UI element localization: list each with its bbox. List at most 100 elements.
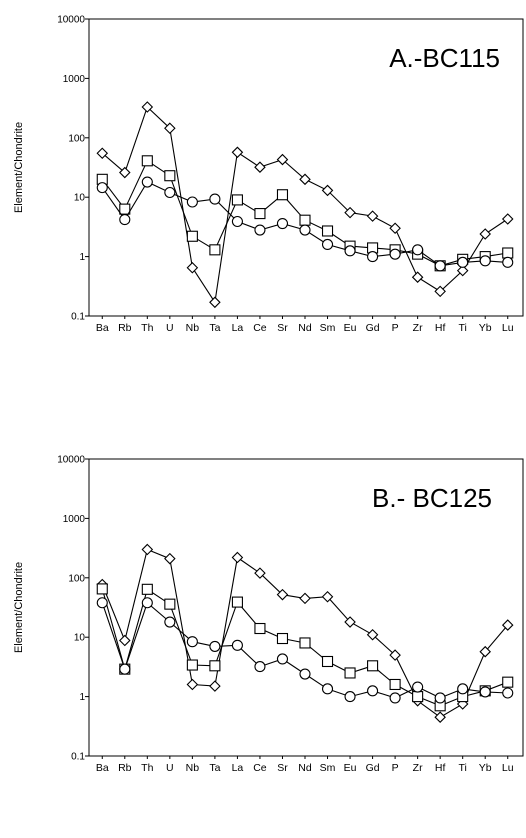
- series-diamond: [96, 101, 514, 309]
- x-tick-label: La: [232, 762, 244, 774]
- x-tick-label: Th: [141, 762, 153, 774]
- data-point: [254, 161, 266, 173]
- data-point: [344, 667, 356, 679]
- data-point: [96, 597, 108, 609]
- x-tick-label: Lu: [502, 322, 514, 334]
- data-point: [209, 680, 221, 692]
- data-point: [209, 660, 221, 672]
- data-point: [412, 244, 424, 256]
- data-point: [344, 245, 356, 257]
- chart-panel-1: 0.1 1 10 100 1000 10000 Element/Chondrite Ba Rb T…: [13, 15, 524, 334]
- data-point: [457, 256, 469, 268]
- y-axis-title: Element/Chondrite: [13, 122, 25, 213]
- x-tick-label: Zr: [413, 762, 423, 774]
- data-point: [231, 146, 244, 159]
- data-point: [479, 255, 491, 267]
- x-tick-label: Rb: [118, 762, 132, 774]
- data-point: [479, 228, 491, 240]
- data-point: [299, 668, 311, 680]
- data-point: [501, 213, 514, 225]
- x-tick-label: Ce: [253, 322, 267, 334]
- data-point: [434, 285, 446, 298]
- x-tick-label: Nb: [186, 322, 200, 334]
- y-tick-label: 10000: [57, 15, 85, 26]
- series-square: [96, 155, 514, 272]
- data-point: [231, 639, 243, 651]
- y-tick-label: 0.1: [71, 752, 85, 763]
- data-point: [389, 222, 401, 235]
- data-point: [141, 101, 154, 113]
- data-point: [412, 681, 424, 693]
- data-point: [344, 691, 356, 703]
- data-point: [501, 619, 514, 631]
- x-tick-label: Hf: [435, 322, 446, 334]
- x-tick-label: Zr: [413, 322, 423, 334]
- data-point: [141, 155, 153, 167]
- x-tick-label: Ta: [209, 762, 220, 774]
- data-point: [389, 678, 401, 691]
- data-point: [141, 176, 153, 188]
- y-tick-label: 0.1: [71, 312, 85, 323]
- y-tick-label: 10: [74, 193, 86, 204]
- data-point: [96, 182, 108, 194]
- x-tick-label: Sm: [320, 762, 336, 774]
- data-point: [164, 598, 176, 610]
- data-point: [299, 214, 311, 226]
- data-point: [119, 214, 131, 226]
- data-point: [164, 616, 176, 628]
- x-tick-label: Sr: [277, 762, 288, 774]
- data-point: [254, 567, 266, 579]
- x-tick-label: Sm: [320, 322, 336, 334]
- data-point: [479, 645, 491, 658]
- plot-frame: [88, 18, 524, 317]
- data-point: [321, 655, 334, 668]
- data-point: [321, 184, 334, 197]
- series-circle: [96, 597, 514, 704]
- data-point: [276, 653, 289, 665]
- x-tick-label: Ba: [96, 762, 109, 774]
- y-tick-label: 1: [79, 252, 85, 263]
- x-tick-label: Ba: [96, 322, 109, 334]
- data-point: [186, 678, 199, 691]
- x-tick-label: Ta: [209, 322, 220, 334]
- data-point: [366, 628, 379, 641]
- data-point: [119, 663, 131, 675]
- series-line: [101, 601, 508, 699]
- data-point: [366, 210, 379, 222]
- x-tick-label: Sr: [277, 322, 288, 334]
- x-tick-label: Ti: [459, 322, 467, 334]
- data-point: [96, 583, 108, 595]
- y-tick-label: 100: [68, 573, 85, 584]
- data-point: [321, 683, 334, 695]
- data-point: [231, 194, 243, 206]
- chart-title: B.- BC125: [372, 483, 492, 513]
- chart-panel-2: 0.1 1 10 100 1000 10000 Element/Chondrite Ba Rb T…: [13, 455, 524, 774]
- data-point: [186, 659, 198, 671]
- data-point: [276, 632, 289, 645]
- x-tick-label: U: [166, 762, 174, 774]
- data-point: [412, 691, 424, 703]
- data-point: [434, 260, 446, 272]
- data-point: [209, 640, 221, 652]
- data-point: [209, 296, 221, 309]
- x-tick-label: Nd: [298, 322, 312, 334]
- data-point: [231, 215, 243, 228]
- y-tick-label: 10: [74, 633, 86, 644]
- x-tick-label: P: [392, 322, 399, 334]
- x-tick-label: Gd: [366, 322, 380, 334]
- x-tick-label: Nb: [186, 762, 200, 774]
- data-point: [164, 552, 176, 565]
- data-point: [164, 122, 176, 134]
- x-tick-label: U: [166, 322, 174, 334]
- data-point: [367, 660, 379, 672]
- data-point: [502, 247, 514, 259]
- data-point: [299, 173, 311, 186]
- data-point: [186, 261, 199, 274]
- y-tick-label: 1: [79, 692, 85, 703]
- data-point: [456, 264, 469, 277]
- x-tick-label: Ti: [459, 762, 467, 774]
- data-point: [119, 634, 131, 647]
- x-tick-label: Lu: [502, 762, 514, 774]
- y-tick-label: 1000: [63, 514, 86, 525]
